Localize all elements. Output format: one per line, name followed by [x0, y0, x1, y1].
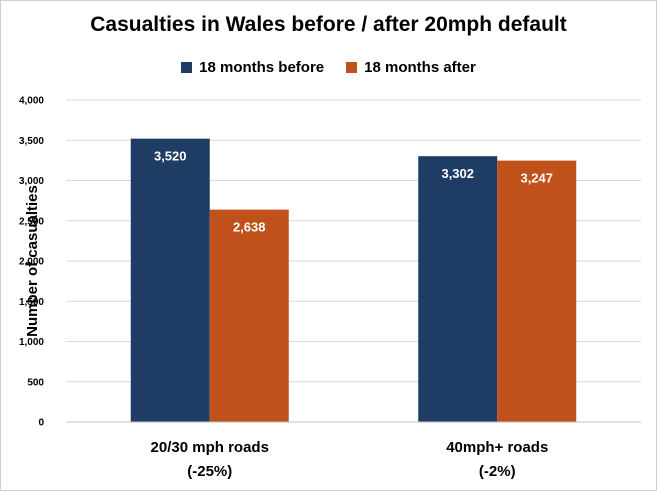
legend-label-before: 18 months before — [199, 59, 325, 76]
chart-legend: 18 months before 18 months after — [1, 59, 656, 76]
legend-item-before: 18 months before — [181, 59, 324, 76]
x-tick-label: (-25%) — [187, 463, 232, 480]
x-tick-label: 20/30 mph roads — [151, 439, 269, 456]
x-tick-label: 40mph+ roads — [446, 439, 548, 456]
bar-data-label: 2,638 — [233, 220, 266, 235]
chart-title: Casualties in Wales before / after 20mph… — [90, 13, 567, 36]
y-tick-label: 2,000 — [19, 257, 44, 268]
legend-swatch-after — [346, 62, 358, 73]
y-tick-label: 3,500 — [19, 136, 44, 147]
bar — [497, 160, 577, 422]
y-tick-label: 1,000 — [19, 337, 44, 348]
y-tick-label: 4,000 — [19, 96, 44, 107]
legend-label-after: 18 months after — [364, 59, 476, 76]
legend-item-after: 18 months after — [346, 59, 476, 76]
legend-swatch-before — [181, 62, 193, 73]
bar — [130, 138, 210, 422]
bar-data-label: 3,520 — [154, 149, 187, 164]
y-tick-label: 0 — [38, 418, 44, 429]
y-tick-label: 2,500 — [19, 216, 44, 227]
bar-data-label: 3,302 — [441, 166, 474, 181]
y-tick-label: 500 — [27, 377, 44, 388]
bar-data-label: 3,247 — [520, 171, 553, 186]
y-tick-label: 3,000 — [19, 176, 44, 187]
bar — [418, 156, 498, 422]
y-tick-label: 1,500 — [19, 297, 44, 308]
x-tick-label: (-2%) — [479, 463, 516, 480]
bar — [209, 209, 289, 422]
y-axis-label: Number of casualties — [24, 185, 41, 337]
